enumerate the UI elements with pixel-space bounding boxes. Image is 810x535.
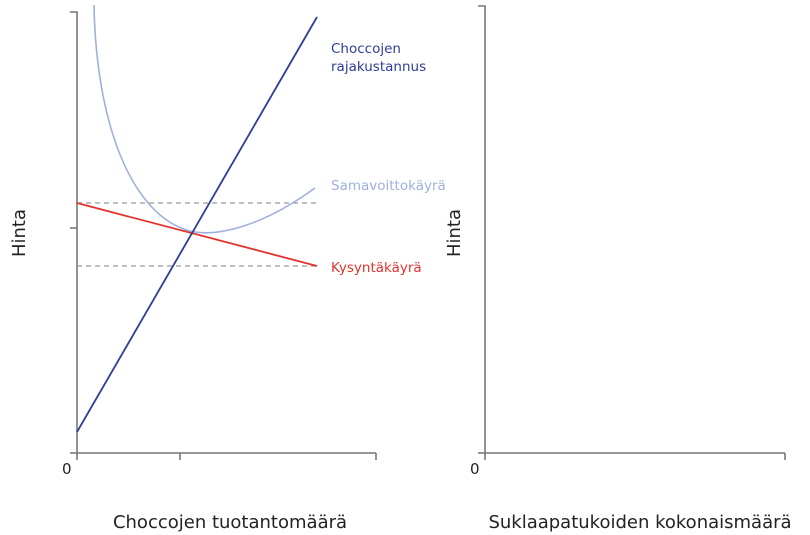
isoprofit-label: Samavoittokäyrä (331, 178, 446, 194)
demand-label: Kysyntäkäyrä (331, 260, 422, 276)
right-y-axis (478, 5, 486, 453)
marginal-cost-curve (76, 16, 318, 433)
isoprofit-curve (93, 4, 316, 234)
right-y-axis-label: Hinta (444, 209, 465, 257)
right-x-axis-label: Suklaapatukoiden kokonaismäärä (488, 512, 791, 533)
right-origin-label: 0 (470, 460, 480, 478)
left-origin-label: 0 (62, 460, 72, 478)
left-y-axis-label: Hinta (9, 209, 30, 257)
mc-label-line2: rajakustannus (331, 59, 426, 75)
demand-curve (76, 202, 318, 267)
left-y-axis (70, 11, 78, 453)
left-x-axis-label: Choccojen tuotantomäärä (113, 512, 347, 533)
left-chart: Choccojen rajakustannus Samavoittokäyrä … (9, 4, 446, 533)
mc-label-line1: Choccojen (331, 41, 401, 57)
right-chart: 0 Suklaapatukoiden kokonaismäärä Hinta (444, 5, 792, 533)
